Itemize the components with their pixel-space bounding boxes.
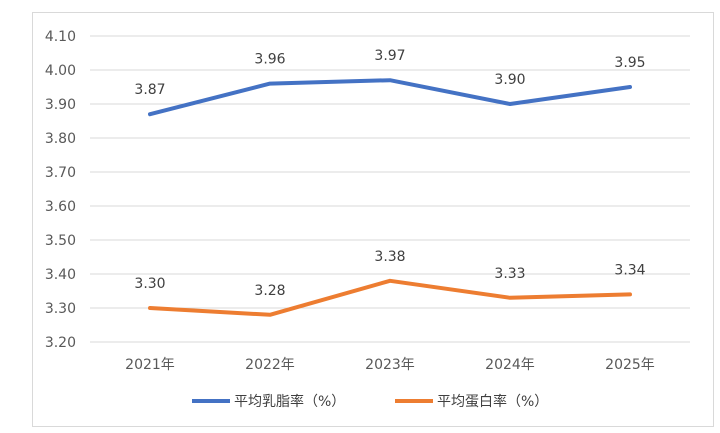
- data-labels: 3.87 3.96 3.97 3.90 3.95 3.30 3.28 3.38 3.33 3.34: [134, 48, 645, 299]
- series-lines: [148, 78, 632, 317]
- x-tick-label: 2023年: [365, 357, 415, 373]
- data-label-fat: 3.90: [494, 72, 525, 88]
- x-tick-label: 2024年: [485, 357, 535, 373]
- series-line-fat: [148, 78, 632, 117]
- data-label-protein: 3.34: [614, 262, 645, 278]
- y-tick-label: 3.30: [45, 301, 76, 317]
- data-label-protein: 3.33: [494, 266, 525, 282]
- x-tick-label: 2021年: [125, 357, 175, 373]
- y-tick-label: 3.70: [45, 165, 76, 181]
- legend-item-fat: 平均乳脂率（%）: [192, 393, 345, 410]
- legend: 平均乳脂率（%） 平均蛋白率（%）: [192, 393, 548, 410]
- data-label-fat: 3.95: [614, 55, 645, 71]
- legend-label-protein: 平均蛋白率（%）: [437, 393, 548, 410]
- y-axis: 4.10 4.00 3.90 3.80 3.70 3.60 3.50 3.40 3.30 3.20: [45, 29, 76, 351]
- y-tick-label: 3.40: [45, 267, 76, 283]
- y-tick-label: 3.20: [45, 335, 76, 351]
- data-label-protein: 3.38: [374, 249, 405, 265]
- data-label-protein: 3.30: [134, 276, 165, 292]
- y-tick-label: 3.50: [45, 233, 76, 249]
- x-tick-label: 2025年: [605, 357, 655, 373]
- y-tick-label: 4.00: [45, 63, 76, 79]
- data-label-fat: 3.97: [374, 48, 405, 64]
- data-label-protein: 3.28: [254, 283, 285, 299]
- data-label-fat: 3.96: [254, 52, 285, 68]
- x-tick-label: 2022年: [245, 357, 295, 373]
- y-tick-label: 3.90: [45, 97, 76, 113]
- y-tick-label: 3.60: [45, 199, 76, 215]
- y-tick-label: 3.80: [45, 131, 76, 147]
- y-tick-label: 4.10: [45, 29, 76, 45]
- legend-item-protein: 平均蛋白率（%）: [395, 393, 548, 410]
- gridlines: [90, 35, 690, 343]
- x-axis: 2021年 2022年 2023年 2024年 2025年: [125, 357, 655, 373]
- series-line-protein: [148, 278, 632, 317]
- legend-label-fat: 平均乳脂率（%）: [234, 393, 345, 410]
- data-label-fat: 3.87: [134, 82, 165, 98]
